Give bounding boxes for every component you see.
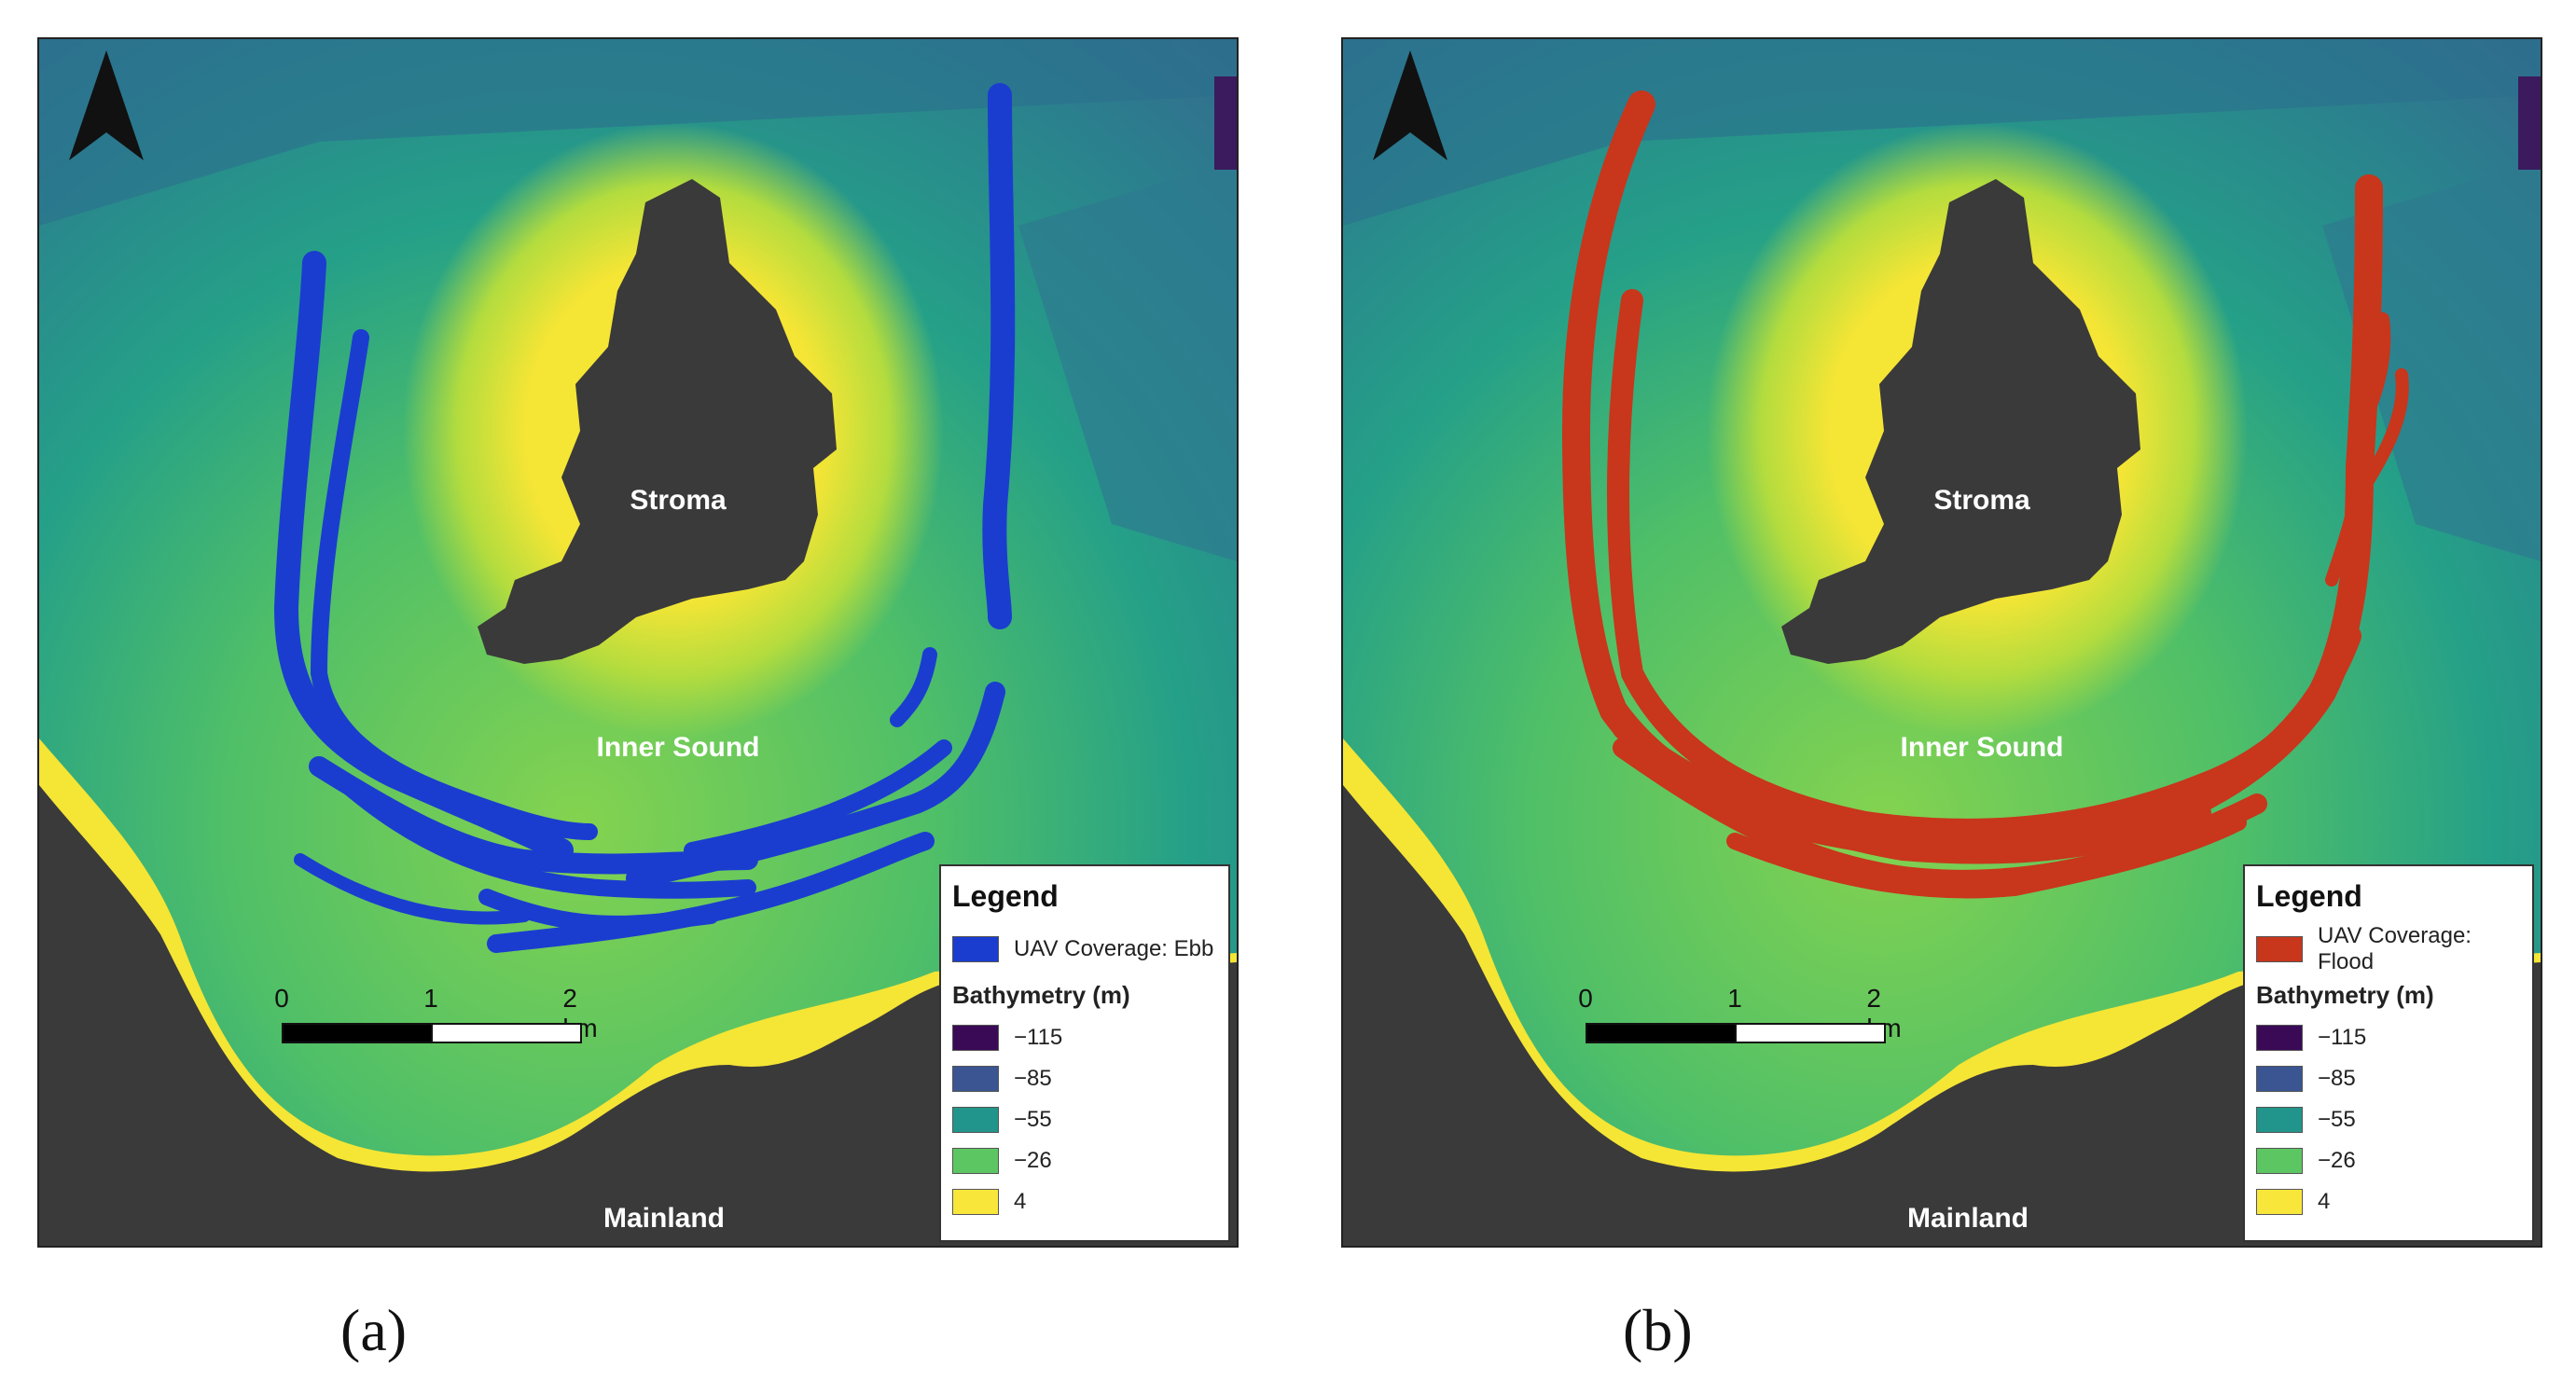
bathy-swatch <box>952 1107 999 1133</box>
coverage-label: UAV Coverage: Ebb <box>1014 936 1214 961</box>
map-panel-a: Stroma Inner Sound Mainland 0 1 2 km Leg… <box>37 37 1239 1248</box>
coverage-track <box>339 777 756 899</box>
bathy-row: −55 <box>2256 1099 2521 1140</box>
coverage-track <box>626 682 1005 889</box>
label-stroma: Stroma <box>1933 485 2030 516</box>
map-panel-b: Stroma Inner Sound Mainland 0 1 2 km Leg… <box>1341 37 2542 1248</box>
stroma-island <box>478 179 837 664</box>
coverage-track <box>1607 289 2361 841</box>
bathy-label: −115 <box>2318 1025 2367 1050</box>
legend-coverage-row: UAV Coverage: Ebb <box>952 929 1217 970</box>
bathy-label: 4 <box>1014 1189 1027 1214</box>
scale-segment-white <box>1735 1023 1886 1043</box>
coverage-track <box>311 329 598 840</box>
legend-title: Legend <box>952 879 1059 913</box>
bathy-label: −85 <box>2318 1066 2356 1091</box>
bathy-label: −26 <box>1014 1148 1052 1173</box>
bathy-swatch <box>2256 1189 2303 1215</box>
bathy-row: 4 <box>952 1181 1217 1222</box>
north-arrow-icon <box>69 50 144 160</box>
panel-label-b: (b) <box>1623 1297 1693 1363</box>
coverage-track <box>684 739 952 859</box>
mainland-land <box>1343 785 2541 1246</box>
bathy-swatch <box>2256 1107 2303 1133</box>
bathy-row: −26 <box>2256 1140 2521 1181</box>
coverage-label: UAV Coverage: Flood <box>2318 923 2472 974</box>
label-mainland: Mainland <box>1906 1203 2029 1234</box>
coverage-tracks-b <box>1562 90 2409 899</box>
bathy-row: −85 <box>2256 1058 2521 1099</box>
deep-north <box>39 39 1237 226</box>
panel-label-a: (a) <box>340 1297 408 1363</box>
label-inner-sound: Inner Sound <box>1900 732 2064 763</box>
coverage-tracks-a <box>274 83 1016 953</box>
coverage-track <box>1726 814 2247 899</box>
bathy-label: −55 <box>2318 1107 2356 1132</box>
scale-tick-1: 1 <box>1727 984 1742 1013</box>
coverage-track <box>487 832 935 953</box>
bathy-swatch <box>2256 1148 2303 1174</box>
map-canvas-b <box>1343 39 2541 1246</box>
legend-b: Legend UAV Coverage: Flood Bathymetry (m… <box>2243 864 2534 1242</box>
scale-tick-1: 1 <box>423 984 438 1013</box>
stroma-island <box>1781 179 2140 664</box>
bathy-swatch <box>952 1189 999 1215</box>
scale-segment-black <box>1586 1023 1737 1043</box>
bathy-swatch <box>2256 1066 2303 1092</box>
deep-north <box>1343 39 2541 226</box>
bathy-swatch <box>2256 1025 2303 1051</box>
legend-a: Legend UAV Coverage: Ebb Bathymetry (m) … <box>939 864 1230 1242</box>
bathy-row: −26 <box>952 1140 1217 1181</box>
deep-spot-icon <box>2518 76 2541 170</box>
scale-bar-b: 0 1 2 km <box>1544 984 1902 1058</box>
bathy-row: −115 <box>2256 1017 2521 1058</box>
scale-tick-0: 0 <box>1578 984 1593 1013</box>
coverage-track <box>982 83 1016 629</box>
label-stroma: Stroma <box>630 485 727 516</box>
coverage-track <box>2358 368 2409 493</box>
coverage-swatch <box>952 936 999 962</box>
bathy-swatch <box>952 1148 999 1174</box>
deep-channel <box>1018 160 1237 561</box>
coverage-swatch <box>2256 936 2303 962</box>
bathy-row: −55 <box>952 1099 1217 1140</box>
bathy-swatch <box>952 1025 999 1051</box>
scale-tick-0: 0 <box>274 984 289 1013</box>
deep-spot-icon <box>1214 76 1237 170</box>
label-inner-sound: Inner Sound <box>596 732 760 763</box>
label-mainland: Mainland <box>602 1203 726 1234</box>
coverage-track <box>890 647 937 727</box>
mainland-land <box>39 785 1237 1246</box>
legend-title: Legend <box>2256 879 2362 913</box>
coverage-track <box>294 853 531 925</box>
coverage-track <box>2353 312 2391 437</box>
bathy-row: −115 <box>952 1017 1217 1058</box>
scale-segment-black <box>282 1023 433 1043</box>
bathy-label: −115 <box>1014 1025 1063 1050</box>
bathymetry-title: Bathymetry (m) <box>952 981 1130 1009</box>
bathy-label: −55 <box>1014 1107 1052 1132</box>
north-arrow-icon <box>1373 50 1447 160</box>
coverage-track <box>2325 462 2363 587</box>
bathy-label: 4 <box>2318 1189 2331 1214</box>
bathy-label: −85 <box>1014 1066 1052 1091</box>
scale-segment-white <box>431 1023 582 1043</box>
bathymetry-title: Bathymetry (m) <box>2256 981 2434 1009</box>
map-canvas-a <box>39 39 1237 1246</box>
bathy-row: −85 <box>952 1058 1217 1099</box>
coverage-track <box>1613 719 2211 864</box>
legend-coverage-row: UAV Coverage: Flood <box>2256 923 2521 974</box>
bathy-row: 4 <box>2256 1181 2521 1222</box>
bathy-swatch <box>952 1066 999 1092</box>
scale-bar-a: 0 1 2 km <box>240 984 598 1058</box>
bathy-label: −26 <box>2318 1148 2356 1173</box>
